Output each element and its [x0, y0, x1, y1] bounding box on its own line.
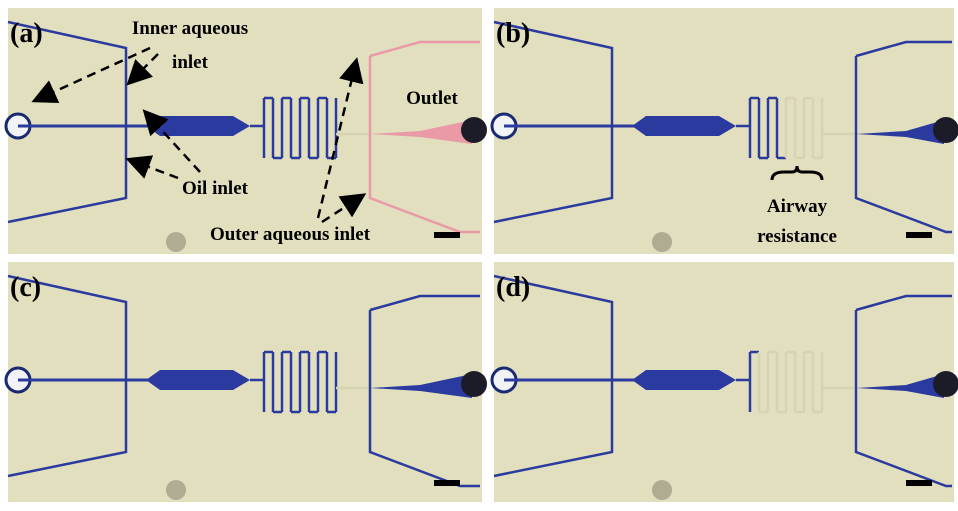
annotation: inlet: [172, 52, 209, 73]
scale-bar: [906, 232, 932, 238]
droplet-chamber: [146, 116, 250, 136]
annotation: resistance: [757, 226, 837, 247]
dust: [652, 232, 672, 252]
outlet-port: [461, 117, 487, 143]
annotation: Outer aqueous inlet: [210, 224, 371, 245]
figure: (a) (b) (c) (d) Inner aqueous inlet Oil inl…: [0, 0, 958, 506]
droplet-chamber: [146, 370, 250, 390]
annotation: Outlet: [406, 88, 458, 109]
outlet-port: [461, 371, 487, 397]
panel: (a): [6, 8, 487, 254]
outlet-port: [933, 371, 958, 397]
scale-bar: [434, 232, 460, 238]
annotation: Airway: [767, 196, 828, 217]
panel: (b): [492, 8, 958, 254]
panel-label: (a): [10, 18, 43, 49]
panel-label: (d): [496, 272, 530, 303]
droplet-chamber: [632, 370, 736, 390]
dust: [166, 480, 186, 500]
panel-label: (b): [496, 18, 530, 49]
dust: [652, 480, 672, 500]
dust: [166, 232, 186, 252]
panel: (c): [6, 262, 487, 502]
annotation: Inner aqueous: [132, 18, 248, 39]
panel: (d): [492, 262, 958, 502]
scale-bar: [906, 480, 932, 486]
panel-label: (c): [10, 272, 41, 303]
droplet-chamber: [632, 116, 736, 136]
annotation: Oil inlet: [182, 178, 249, 199]
outlet-port: [933, 117, 958, 143]
scale-bar: [434, 480, 460, 486]
